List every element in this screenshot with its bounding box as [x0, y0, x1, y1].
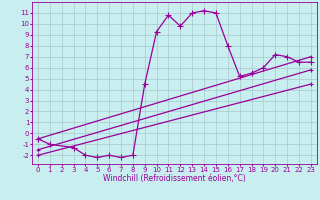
X-axis label: Windchill (Refroidissement éolien,°C): Windchill (Refroidissement éolien,°C)	[103, 174, 246, 183]
